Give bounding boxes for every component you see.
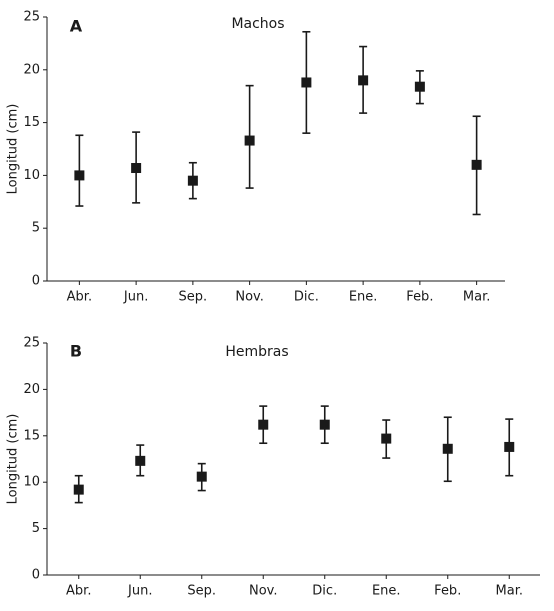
x-tick-label: Ene. — [349, 290, 378, 305]
x-tick-label: Dic. — [294, 290, 319, 305]
marker — [258, 419, 269, 430]
y-tick-label: 0 — [32, 568, 40, 583]
x-tick-label: Ene. — [372, 584, 401, 599]
y-tick-label: 20 — [23, 62, 40, 77]
y-tick-label: 10 — [23, 168, 40, 183]
y-tick-label: 10 — [23, 475, 40, 490]
x-tick-label: Dic. — [312, 584, 337, 599]
panel-label: B — [70, 342, 82, 361]
marker — [358, 75, 369, 86]
x-tick-label: Sep. — [187, 584, 216, 599]
x-tick-label: Jun. — [127, 584, 152, 599]
y-tick-label: 5 — [32, 221, 40, 236]
x-tick-label: Abr. — [67, 290, 92, 305]
x-tick-label: Nov. — [235, 290, 264, 305]
y-axis-label: Longitud (cm) — [6, 414, 21, 505]
y-tick-label: 25 — [23, 10, 40, 25]
marker — [74, 170, 85, 181]
marker — [319, 419, 330, 430]
x-tick-label: Feb. — [434, 584, 461, 599]
marker — [187, 175, 198, 186]
panel-title: Hembras — [225, 344, 288, 360]
x-tick-label: Mar. — [496, 584, 523, 599]
x-tick-label: Nov. — [249, 584, 278, 599]
x-tick-label: Jun. — [123, 290, 148, 305]
marker — [471, 159, 482, 170]
y-tick-label: 0 — [32, 274, 40, 289]
x-tick-label: Sep. — [179, 290, 208, 305]
marker — [73, 484, 84, 495]
x-tick-label: Abr. — [66, 584, 91, 599]
marker — [135, 455, 146, 466]
panel-title: Machos — [231, 16, 284, 32]
marker — [504, 441, 515, 452]
y-tick-label: 15 — [23, 115, 40, 130]
y-tick-label: 5 — [32, 521, 40, 536]
y-tick-label: 15 — [23, 428, 40, 443]
marker — [244, 135, 255, 146]
marker — [301, 77, 312, 88]
y-axis-label: Longitud (cm) — [6, 104, 21, 195]
marker — [442, 443, 453, 454]
x-tick-label: Mar. — [463, 290, 490, 305]
y-tick-label: 20 — [23, 382, 40, 397]
y-tick-label: 25 — [23, 336, 40, 351]
x-tick-label: Feb. — [406, 290, 433, 305]
marker — [196, 471, 207, 482]
marker — [381, 433, 392, 444]
marker — [414, 81, 425, 92]
marker — [131, 163, 142, 174]
panel-label: A — [70, 17, 83, 36]
